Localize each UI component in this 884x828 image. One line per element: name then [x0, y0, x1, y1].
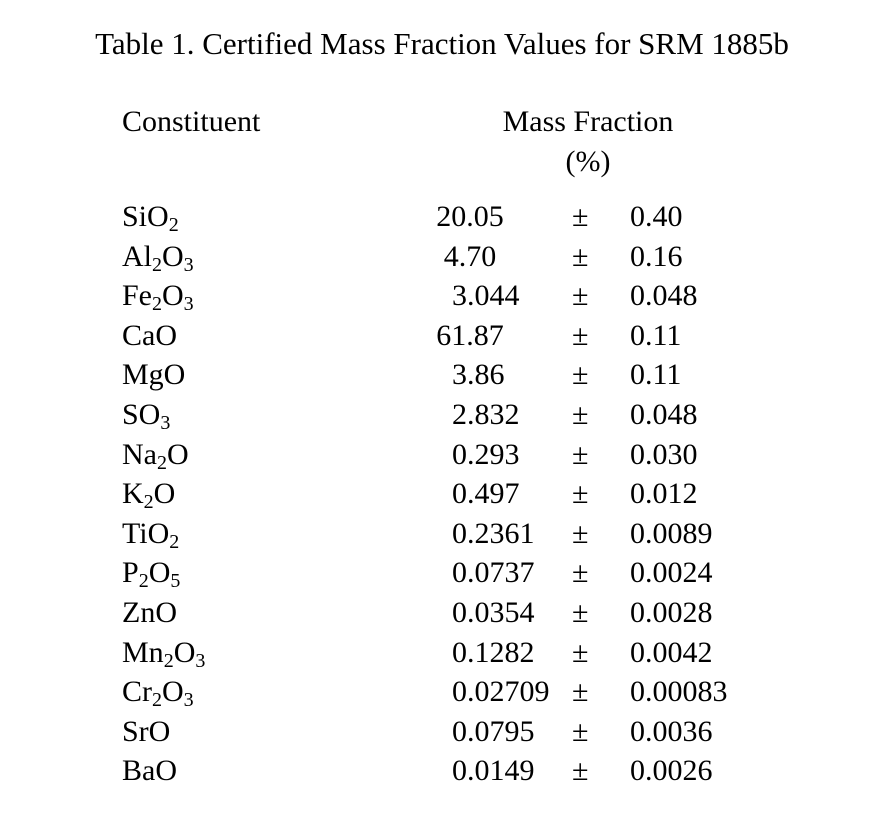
mass-fraction-value: 0.0737: [452, 556, 535, 590]
plus-minus-symbol: ±: [572, 714, 589, 748]
plus-minus-symbol: ±: [572, 556, 589, 590]
table-row: ZnO 0.0354 ±0.0028: [0, 595, 884, 635]
plus-minus-symbol: ±: [572, 595, 589, 629]
table-row: TiO2 0.2361 ±0.0089: [0, 516, 884, 556]
mass-fraction-value: 0.02709: [452, 675, 550, 709]
uncertainty-value: 0.16: [630, 239, 683, 273]
table-row: MgO 3.86 ±0.11: [0, 357, 884, 397]
table-row: CaO 61.87 ±0.11: [0, 318, 884, 358]
mass-fraction-value: 0.0795: [452, 714, 535, 748]
constituent-name: CaO: [122, 318, 177, 352]
constituent-name: ZnO: [122, 595, 177, 629]
table-row: Cr2O3 0.02709 ±0.00083: [0, 674, 884, 714]
constituent-name: K2O: [122, 477, 176, 514]
constituent-name: SrO: [122, 714, 171, 748]
plus-minus-symbol: ±: [572, 675, 589, 709]
uncertainty-value: 0.11: [630, 358, 682, 392]
uncertainty-value: 0.40: [630, 200, 683, 233]
mass-fraction-value: 0.497: [452, 477, 520, 511]
table-row: Al2O3 4.70 ±0.16: [0, 239, 884, 279]
mass-fraction-value: 3.044: [452, 279, 520, 313]
constituent-name: MgO: [122, 358, 186, 392]
table-title: Table 1. Certified Mass Fraction Values …: [95, 26, 789, 61]
mass-fraction-value: 0.0149: [452, 754, 535, 788]
constituent-name: SO3: [122, 397, 171, 434]
constituent-name: P2O5: [122, 556, 181, 593]
table-row: Mn2O3 0.1282 ±0.0042: [0, 635, 884, 675]
mass-fraction-value: 3.86: [452, 358, 505, 392]
constituent-name: Fe2O3: [122, 279, 194, 316]
table-row: Na2O 0.293 ±0.030: [0, 437, 884, 477]
header-constituent: Constituent: [122, 105, 261, 138]
mass-fraction-value: 0.2361: [452, 516, 535, 550]
plus-minus-symbol: ±: [572, 279, 589, 313]
constituent-name: Mn2O3: [122, 635, 206, 672]
table-row: K2O 0.497 ±0.012: [0, 476, 884, 516]
plus-minus-symbol: ±: [572, 239, 589, 273]
table-row: SiO2 20.05 ±0.40: [0, 199, 884, 239]
uncertainty-value: 0.0026: [630, 754, 713, 788]
mass-fraction-value: 2.832: [452, 397, 520, 431]
constituent-name: Cr2O3: [122, 675, 194, 712]
header-unit: (%): [565, 145, 611, 178]
plus-minus-symbol: ±: [572, 437, 589, 471]
uncertainty-value: 0.048: [630, 279, 698, 313]
uncertainty-value: 0.0042: [630, 635, 713, 669]
uncertainty-value: 0.0036: [630, 714, 713, 748]
table-row: SO3 2.832 ±0.048: [0, 397, 884, 437]
uncertainty-value: 0.0089: [630, 516, 713, 550]
table-row: P2O5 0.0737 ±0.0024: [0, 555, 884, 595]
plus-minus-symbol: ±: [572, 397, 589, 431]
mass-fraction-value: 4.70: [443, 239, 497, 273]
mass-fraction-value: 20.05: [436, 200, 504, 233]
plus-minus-symbol: ±: [572, 318, 589, 352]
plus-minus-symbol: ±: [572, 635, 589, 669]
table-row: SrO 0.0795 ±0.0036: [0, 714, 884, 754]
constituent-name: TiO2: [122, 516, 180, 553]
uncertainty-value: 0.048: [630, 397, 698, 431]
mass-fraction-value: 0.1282: [452, 635, 535, 669]
uncertainty-value: 0.0028: [630, 595, 713, 629]
uncertainty-value: 0.0024: [630, 556, 713, 590]
mass-fraction-value: 61.87: [436, 318, 504, 352]
mass-fraction-value: 0.293: [452, 437, 520, 471]
plus-minus-symbol: ±: [572, 754, 589, 788]
mass-fraction-value: 0.0354: [452, 595, 535, 629]
plus-minus-symbol: ±: [572, 200, 589, 233]
table-row: Fe2O3 3.044 ±0.048: [0, 278, 884, 318]
table-row: BaO 0.0149 ±0.0026: [0, 753, 884, 793]
uncertainty-value: 0.11: [630, 318, 682, 352]
uncertainty-value: 0.030: [630, 437, 698, 471]
header-mass-fraction: Mass Fraction: [502, 105, 674, 138]
table-body: SiO2 20.05 ±0.40 Al2O3 4.70 ±0.16 Fe2O3 3.044 ±0…: [0, 199, 884, 793]
uncertainty-value: 0.00083: [630, 675, 728, 709]
uncertainty-value: 0.012: [630, 477, 698, 511]
plus-minus-symbol: ±: [572, 358, 589, 392]
constituent-name: SiO2: [122, 200, 179, 236]
constituent-name: Al2O3: [122, 239, 194, 276]
constituent-name: BaO: [122, 754, 177, 788]
constituent-name: Na2O: [122, 437, 189, 474]
plus-minus-symbol: ±: [572, 477, 589, 511]
plus-minus-symbol: ±: [572, 516, 589, 550]
